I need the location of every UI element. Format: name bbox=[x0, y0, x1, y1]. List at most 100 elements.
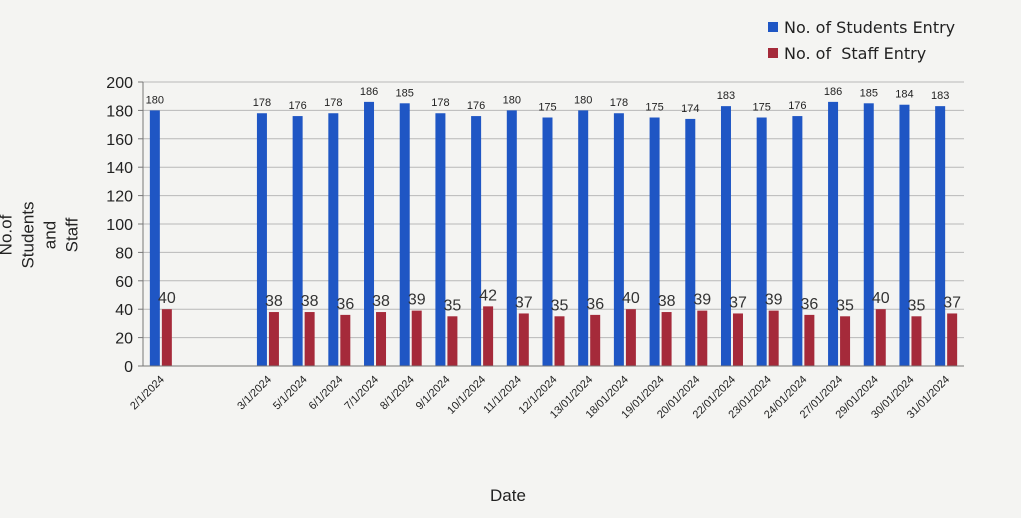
staff-bar bbox=[804, 314, 815, 366]
legend-item-students: No. of Students Entry bbox=[768, 14, 955, 40]
x-axis-title: Date bbox=[490, 486, 526, 505]
students-bar bbox=[899, 104, 910, 366]
students-bar bbox=[792, 116, 803, 366]
staff-data-label: 40 bbox=[622, 290, 640, 307]
staff-bar bbox=[625, 309, 636, 366]
staff-data-label: 36 bbox=[336, 296, 354, 313]
y-tick-label: 20 bbox=[115, 331, 133, 348]
staff-bar bbox=[411, 310, 422, 366]
students-bar bbox=[328, 113, 339, 367]
y-tick-label: 100 bbox=[106, 217, 133, 234]
staff-bar bbox=[304, 312, 315, 366]
staff-data-label: 36 bbox=[586, 296, 604, 313]
staff-bar bbox=[483, 306, 494, 366]
students-data-label: 183 bbox=[717, 90, 735, 102]
staff-data-label: 39 bbox=[765, 292, 783, 309]
students-data-label: 180 bbox=[574, 94, 592, 106]
students-data-label: 175 bbox=[538, 102, 556, 114]
y-tick-label: 200 bbox=[106, 75, 133, 92]
x-tick-label: 3/1/2024 bbox=[235, 374, 274, 413]
students-data-label: 175 bbox=[752, 102, 770, 114]
students-data-label: 176 bbox=[788, 100, 806, 112]
staff-data-label: 37 bbox=[943, 294, 961, 311]
staff-data-label: 37 bbox=[729, 294, 747, 311]
students-bar bbox=[149, 110, 160, 367]
staff-bar bbox=[268, 312, 279, 366]
students-data-label: 180 bbox=[146, 94, 164, 106]
students-data-label: 178 bbox=[324, 97, 342, 109]
y-tick-label: 80 bbox=[115, 245, 133, 262]
staff-bar bbox=[661, 312, 672, 366]
x-tick-label: 7/1/2024 bbox=[342, 374, 381, 413]
students-bar bbox=[506, 110, 517, 367]
staff-data-label: 38 bbox=[658, 293, 676, 310]
staff-data-label: 36 bbox=[800, 296, 818, 313]
students-data-label: 185 bbox=[396, 87, 414, 99]
staff-data-label: 38 bbox=[265, 293, 283, 310]
staff-data-label: 39 bbox=[693, 292, 711, 309]
staff-bar bbox=[875, 309, 886, 366]
legend-item-staff: No. of Staff Entry bbox=[768, 40, 955, 66]
y-axis-title-box: No.of Students and Staff bbox=[0, 140, 82, 330]
y-axis-title: No.of Students and Staff bbox=[0, 201, 83, 269]
students-data-label: 178 bbox=[253, 97, 271, 109]
staff-data-label: 39 bbox=[408, 292, 426, 309]
y-tick-label: 180 bbox=[106, 103, 133, 120]
staff-data-label: 38 bbox=[301, 293, 319, 310]
staff-data-label: 37 bbox=[515, 294, 533, 311]
students-bar bbox=[256, 113, 267, 367]
students-bar bbox=[649, 117, 660, 366]
students-bar bbox=[578, 110, 589, 367]
students-data-label: 184 bbox=[895, 89, 913, 101]
students-data-label: 180 bbox=[503, 94, 521, 106]
staff-bar bbox=[518, 313, 529, 366]
staff-bar bbox=[911, 316, 922, 366]
students-data-label: 176 bbox=[288, 100, 306, 112]
staff-bar bbox=[697, 310, 708, 366]
y-tick-label: 160 bbox=[106, 132, 133, 149]
staff-data-label: 35 bbox=[551, 297, 569, 314]
y-tick-label: 0 bbox=[124, 359, 133, 376]
students-data-label: 186 bbox=[824, 86, 842, 98]
staff-bar bbox=[554, 316, 565, 366]
y-tick-label: 120 bbox=[106, 189, 133, 206]
students-bar bbox=[435, 113, 446, 367]
students-bar bbox=[292, 116, 303, 366]
staff-data-label: 35 bbox=[908, 297, 926, 314]
legend-label-staff: No. of Staff Entry bbox=[784, 43, 927, 63]
staff-data-label: 35 bbox=[444, 297, 462, 314]
students-bar bbox=[720, 106, 731, 366]
legend-swatch-staff bbox=[768, 48, 778, 58]
x-tick-label: 10/1/2024 bbox=[445, 374, 488, 417]
x-tick-label: 5/1/2024 bbox=[271, 374, 310, 413]
students-data-label: 178 bbox=[610, 97, 628, 109]
students-data-label: 183 bbox=[931, 90, 949, 102]
students-data-label: 175 bbox=[645, 102, 663, 114]
staff-data-label: 35 bbox=[836, 297, 854, 314]
staff-bar bbox=[947, 313, 958, 366]
staff-bar bbox=[840, 316, 851, 366]
students-bar bbox=[471, 116, 482, 366]
staff-data-label: 42 bbox=[479, 287, 497, 304]
students-bar bbox=[542, 117, 553, 366]
x-tick-label: 2/1/2024 bbox=[128, 374, 167, 413]
students-bar bbox=[685, 118, 696, 366]
staff-bar bbox=[340, 314, 351, 366]
students-data-label: 176 bbox=[467, 100, 485, 112]
x-tick-label: 6/1/2024 bbox=[307, 374, 346, 413]
y-tick-label: 60 bbox=[115, 274, 133, 291]
students-bar bbox=[756, 117, 767, 366]
students-data-label: 186 bbox=[360, 86, 378, 98]
staff-data-label: 40 bbox=[158, 290, 176, 307]
legend: No. of Students Entry No. of Staff Entry bbox=[768, 14, 955, 66]
students-bar bbox=[828, 101, 839, 366]
staff-bar bbox=[376, 312, 387, 366]
staff-bar bbox=[447, 316, 458, 366]
students-bar bbox=[613, 113, 624, 367]
students-data-label: 185 bbox=[860, 87, 878, 99]
students-bar bbox=[399, 103, 410, 367]
staff-bar bbox=[161, 309, 172, 366]
staff-data-label: 40 bbox=[872, 290, 890, 307]
